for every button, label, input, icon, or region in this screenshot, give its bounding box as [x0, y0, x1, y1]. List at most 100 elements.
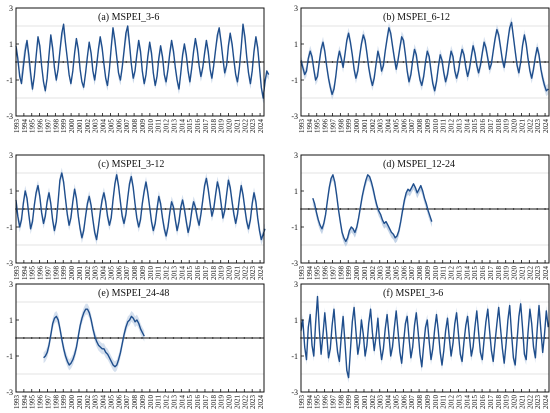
x-tick-label: 2017 [202, 395, 210, 410]
series-line [312, 174, 433, 243]
x-tick-label: 2009 [139, 395, 147, 410]
x-tick-label: 2005 [107, 119, 115, 134]
zero-line-marker [117, 337, 120, 339]
zero-line-marker [512, 337, 515, 339]
x-tick-label: 1997 [329, 266, 337, 281]
x-tick-label: 2005 [392, 395, 400, 410]
zero-line-marker [180, 337, 183, 339]
x-tick-label: 2012 [448, 119, 456, 134]
x-tick-label: 2011 [440, 119, 448, 133]
x-tick-label: 2018 [495, 119, 503, 134]
x-tick-label: 2010 [432, 266, 440, 281]
zero-line-marker [370, 208, 373, 210]
x-tick-label: 2009 [139, 119, 147, 134]
zero-line-marker [355, 208, 358, 210]
x-tick-label: 2006 [400, 119, 408, 134]
zero-line-marker [386, 337, 389, 339]
y-tick-label: -1 [291, 76, 298, 85]
y-tick-label: 1 [294, 40, 298, 49]
plot-frame [300, 7, 550, 117]
zero-line-marker [101, 337, 104, 339]
zero-line-marker [125, 337, 128, 339]
zero-line-marker [315, 61, 318, 63]
zero-line-marker [347, 61, 350, 63]
x-tick-label: 2018 [210, 266, 218, 281]
zero-line-marker [188, 208, 191, 210]
x-tick-label: 2008 [131, 119, 139, 134]
x-tick-label: 2007 [123, 266, 131, 281]
x-tick-label: 1997 [44, 266, 52, 281]
x-tick-label: 2020 [226, 266, 234, 281]
x-tick-label: 2023 [534, 395, 542, 410]
zero-line-marker [331, 337, 334, 339]
zero-line-marker [465, 61, 468, 63]
x-tick-label: 2023 [249, 266, 257, 281]
y-tick-label: -3 [291, 259, 298, 268]
x-tick-label: 2021 [233, 395, 241, 410]
x-tick-label: 2000 [353, 395, 361, 410]
x-tick-label: 2017 [487, 266, 495, 281]
x-tick-label: 2001 [76, 266, 84, 281]
series-line [15, 172, 266, 241]
zero-line-marker [227, 61, 230, 63]
y-tick-label: -3 [291, 388, 298, 397]
zero-line-marker [243, 337, 246, 339]
x-tick-label: 2007 [123, 119, 131, 134]
plot-frame [300, 154, 550, 264]
zero-line-marker [441, 208, 444, 210]
zero-line-marker [141, 337, 143, 339]
x-tick-label: 2015 [471, 266, 479, 281]
x-tick-label: 2015 [186, 395, 194, 410]
x-tick-label: 1993 [298, 395, 306, 410]
x-tick-label: 2013 [170, 395, 178, 410]
x-tick-label: 2023 [534, 119, 542, 134]
zero-line-marker [85, 337, 88, 339]
x-tick-label: 2005 [392, 119, 400, 134]
x-tick-label: 1996 [322, 119, 330, 134]
x-tick-label: 1997 [329, 395, 337, 410]
zero-line-marker [433, 208, 436, 210]
zero-line-marker [62, 208, 65, 210]
x-tick-label: 1997 [44, 119, 52, 134]
zero-line-marker [496, 337, 499, 339]
x-tick-label: 1993 [13, 119, 21, 134]
x-tick-label: 2020 [226, 119, 234, 134]
x-tick-label: 2004 [100, 395, 108, 410]
x-tick-label: 2007 [408, 119, 416, 134]
x-tick-label: 2003 [377, 266, 385, 281]
x-tick-label: 2012 [163, 266, 171, 281]
x-tick-label: 2000 [68, 119, 76, 134]
zero-line-marker [204, 337, 206, 339]
zero-line-marker [402, 61, 405, 63]
panel-title: (c) MSPEI_3-12 [98, 159, 164, 170]
x-tick-label: 2009 [424, 119, 432, 134]
x-tick-label: 1994 [21, 119, 29, 134]
zero-line-marker [410, 61, 413, 63]
zero-line-marker [449, 208, 452, 210]
x-tick-label: 2016 [479, 395, 487, 410]
zero-line-marker [536, 208, 539, 210]
x-tick-label: 2000 [68, 395, 76, 410]
x-tick-label: 2006 [115, 266, 123, 281]
x-tick-label: 2001 [361, 119, 369, 134]
zero-line-marker [347, 208, 350, 210]
y-tick-label: 3 [294, 280, 298, 289]
x-tick-label: 1996 [322, 395, 330, 410]
zero-line-marker [204, 208, 206, 210]
x-tick-label: 2005 [392, 266, 400, 281]
x-tick-label: 1993 [13, 266, 21, 281]
x-tick-label: 2012 [163, 395, 171, 410]
x-tick-label: 2014 [178, 395, 186, 410]
y-tick-label: -3 [291, 112, 298, 121]
panel-title: (e) MSPEI_24-48 [98, 288, 169, 299]
zero-line-marker [394, 337, 397, 339]
y-tick-label: -1 [6, 352, 13, 361]
x-tick-label: 1994 [21, 395, 29, 410]
x-tick-label: 1995 [29, 266, 37, 281]
x-tick-label: 1995 [29, 395, 37, 410]
x-tick-label: 2015 [186, 119, 194, 134]
